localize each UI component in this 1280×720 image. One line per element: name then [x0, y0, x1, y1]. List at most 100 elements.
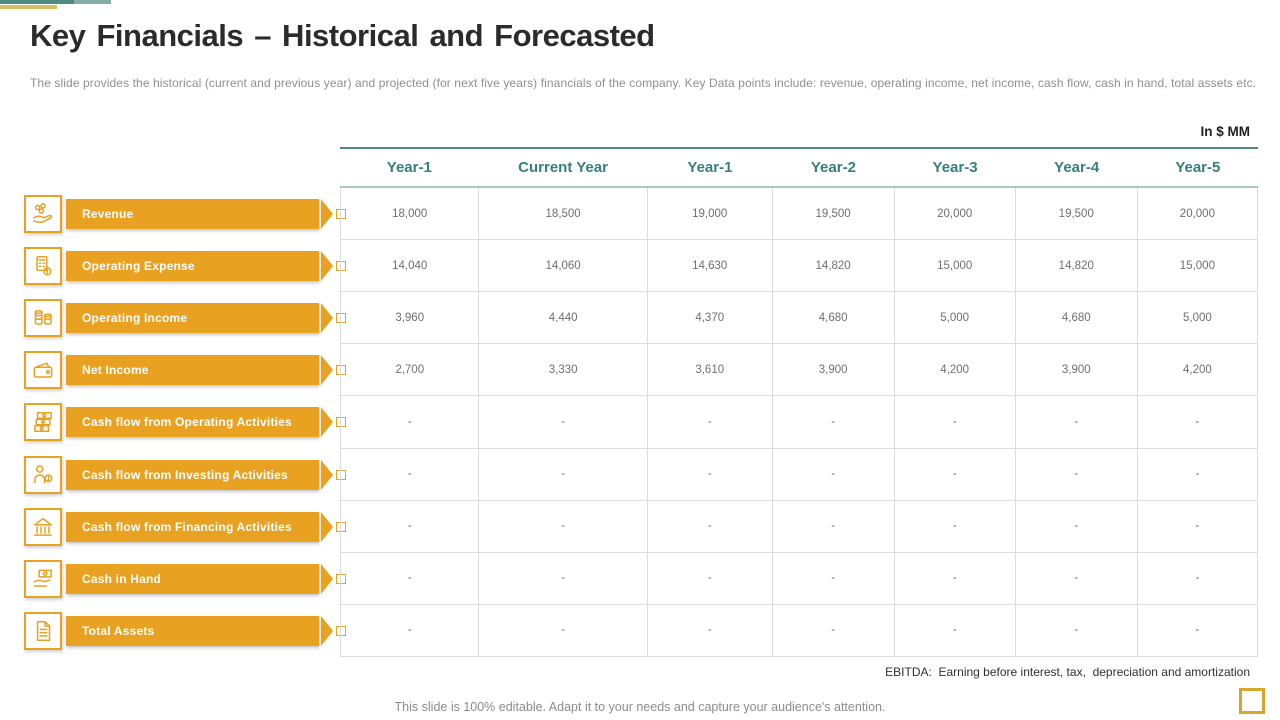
table-cell: 20,000	[1138, 188, 1258, 240]
table-cell: 19,000	[648, 188, 773, 240]
table-cell: -	[648, 500, 773, 552]
column-header: Year-5	[1175, 159, 1221, 176]
connector-square	[336, 209, 346, 220]
investor-icon	[24, 455, 62, 494]
table-cell: 14,630	[648, 240, 773, 292]
arrow-pointer-icon	[321, 563, 333, 594]
top-accent-bar-teal-light	[74, 0, 111, 4]
slide-subtitle: The slide provides the historical (curre…	[30, 76, 1257, 90]
table-cell: 15,000	[895, 240, 1016, 292]
corner-accent-square	[1239, 688, 1265, 714]
table-row: -------	[341, 396, 1258, 449]
table-cell: 4,440	[479, 292, 648, 344]
table-cell: 20,000	[895, 188, 1016, 240]
arrow-pointer-icon	[321, 459, 333, 490]
expense-calculator-icon	[24, 247, 62, 286]
top-accent-bar-yellow	[0, 5, 57, 9]
table-cell: 14,060	[479, 240, 648, 292]
table-body: 18,000 18,500 19,000 19,500 20,000 19,500 20,0…	[340, 188, 1258, 657]
document-icon	[24, 611, 62, 650]
table-cell: -	[895, 396, 1016, 448]
table-cell: -	[1016, 448, 1138, 500]
metric-label: Cash flow from Financing Activities	[66, 511, 319, 542]
table-cell: 5,000	[1138, 292, 1258, 344]
table-cell: -	[1138, 448, 1258, 500]
table-row: -------	[341, 500, 1258, 553]
table-cell: 18,000	[341, 188, 480, 240]
table-cell: 2,700	[341, 344, 480, 396]
column-header: Year-2	[810, 159, 856, 176]
unit-label: In $ MM	[1200, 124, 1251, 139]
table-cell: -	[479, 500, 648, 552]
table-cell: -	[773, 448, 895, 500]
arrow-pointer-icon	[321, 615, 333, 646]
table-cell: -	[648, 604, 773, 656]
table-cell: 4,200	[895, 344, 1016, 396]
metric-label: Cash flow from Operating Activities	[66, 407, 319, 438]
table-cell: -	[648, 448, 773, 500]
metric-label-row: Revenue	[24, 188, 346, 240]
column-header: Year-1	[687, 159, 733, 176]
table-row: 18,000 18,500 19,000 19,500 20,000 19,500 20,0…	[341, 188, 1258, 241]
table-cell: -	[773, 396, 895, 448]
table-cell: 4,680	[773, 292, 895, 344]
table-cell: -	[479, 396, 648, 448]
metric-label-row: Cash flow from Operating Activities	[24, 396, 346, 448]
page-title: Key Financials – Historical and Forecast…	[30, 18, 655, 53]
bank-building-icon	[24, 507, 62, 546]
table-row: 2,700 3,330 3,610 3,900 4,200 3,900 4,200	[341, 344, 1258, 397]
table-cell: -	[479, 604, 648, 656]
metric-label: Cash in Hand	[66, 563, 319, 594]
table-cell: 3,330	[479, 344, 648, 396]
hand-coins-icon	[24, 195, 62, 234]
footer-note: This slide is 100% editable. Adapt it to…	[394, 700, 886, 714]
ebitda-note: EBITDA: Earning before interest, tax, de…	[885, 665, 1250, 679]
table-cell: 3,900	[1016, 344, 1138, 396]
banknotes-icon	[24, 403, 62, 442]
table-row: 3,960 4,440 4,370 4,680 5,000 4,680 5,000	[341, 292, 1258, 345]
connector-square	[336, 313, 346, 324]
table-cell: -	[1138, 396, 1258, 448]
table-cell: -	[773, 604, 895, 656]
table-cell: -	[341, 604, 480, 656]
row-labels: Revenue Operating Expense Operating Income…	[24, 188, 346, 657]
metric-label: Revenue	[66, 199, 319, 230]
table-cell: -	[1016, 396, 1138, 448]
connector-square	[336, 521, 346, 532]
table-cell: -	[1138, 500, 1258, 552]
table-cell: -	[648, 552, 773, 604]
arrow-pointer-icon	[321, 251, 333, 282]
table-row: -------	[341, 552, 1258, 605]
table-cell: 4,200	[1138, 344, 1258, 396]
table-cell: -	[341, 396, 480, 448]
metric-label-row: Cash in Hand	[24, 553, 346, 605]
table-cell: 4,370	[648, 292, 773, 344]
table-cell: -	[479, 448, 648, 500]
table-cell: 14,820	[1016, 240, 1138, 292]
metric-label-row: Operating Income	[24, 292, 346, 344]
connector-square	[336, 417, 346, 428]
table-row: -------	[341, 448, 1258, 501]
table-cell: -	[1016, 552, 1138, 604]
table-cell: -	[341, 500, 480, 552]
column-header: Year-4	[1054, 159, 1100, 176]
top-accent-bar-teal	[0, 0, 74, 4]
table-cell: -	[341, 552, 480, 604]
table-cell: 5,000	[895, 292, 1016, 344]
wallet-icon	[24, 351, 62, 390]
column-header: Current Year	[518, 159, 608, 176]
table-row: 14,040 14,060 14,630 14,820 15,000 14,820 15,0…	[341, 240, 1258, 293]
metric-label: Operating Expense	[66, 251, 319, 282]
column-header: Year-1	[386, 159, 432, 176]
table-cell: 19,500	[1016, 188, 1138, 240]
table-cell: -	[1138, 604, 1258, 656]
table-cell: 19,500	[773, 188, 895, 240]
arrow-pointer-icon	[321, 511, 333, 542]
table-cell: 3,960	[341, 292, 480, 344]
table-cell: -	[1016, 604, 1138, 656]
column-header: Year-3	[932, 159, 978, 176]
table-cell: -	[773, 552, 895, 604]
connector-square	[336, 573, 346, 584]
table-cell: 4,680	[1016, 292, 1138, 344]
